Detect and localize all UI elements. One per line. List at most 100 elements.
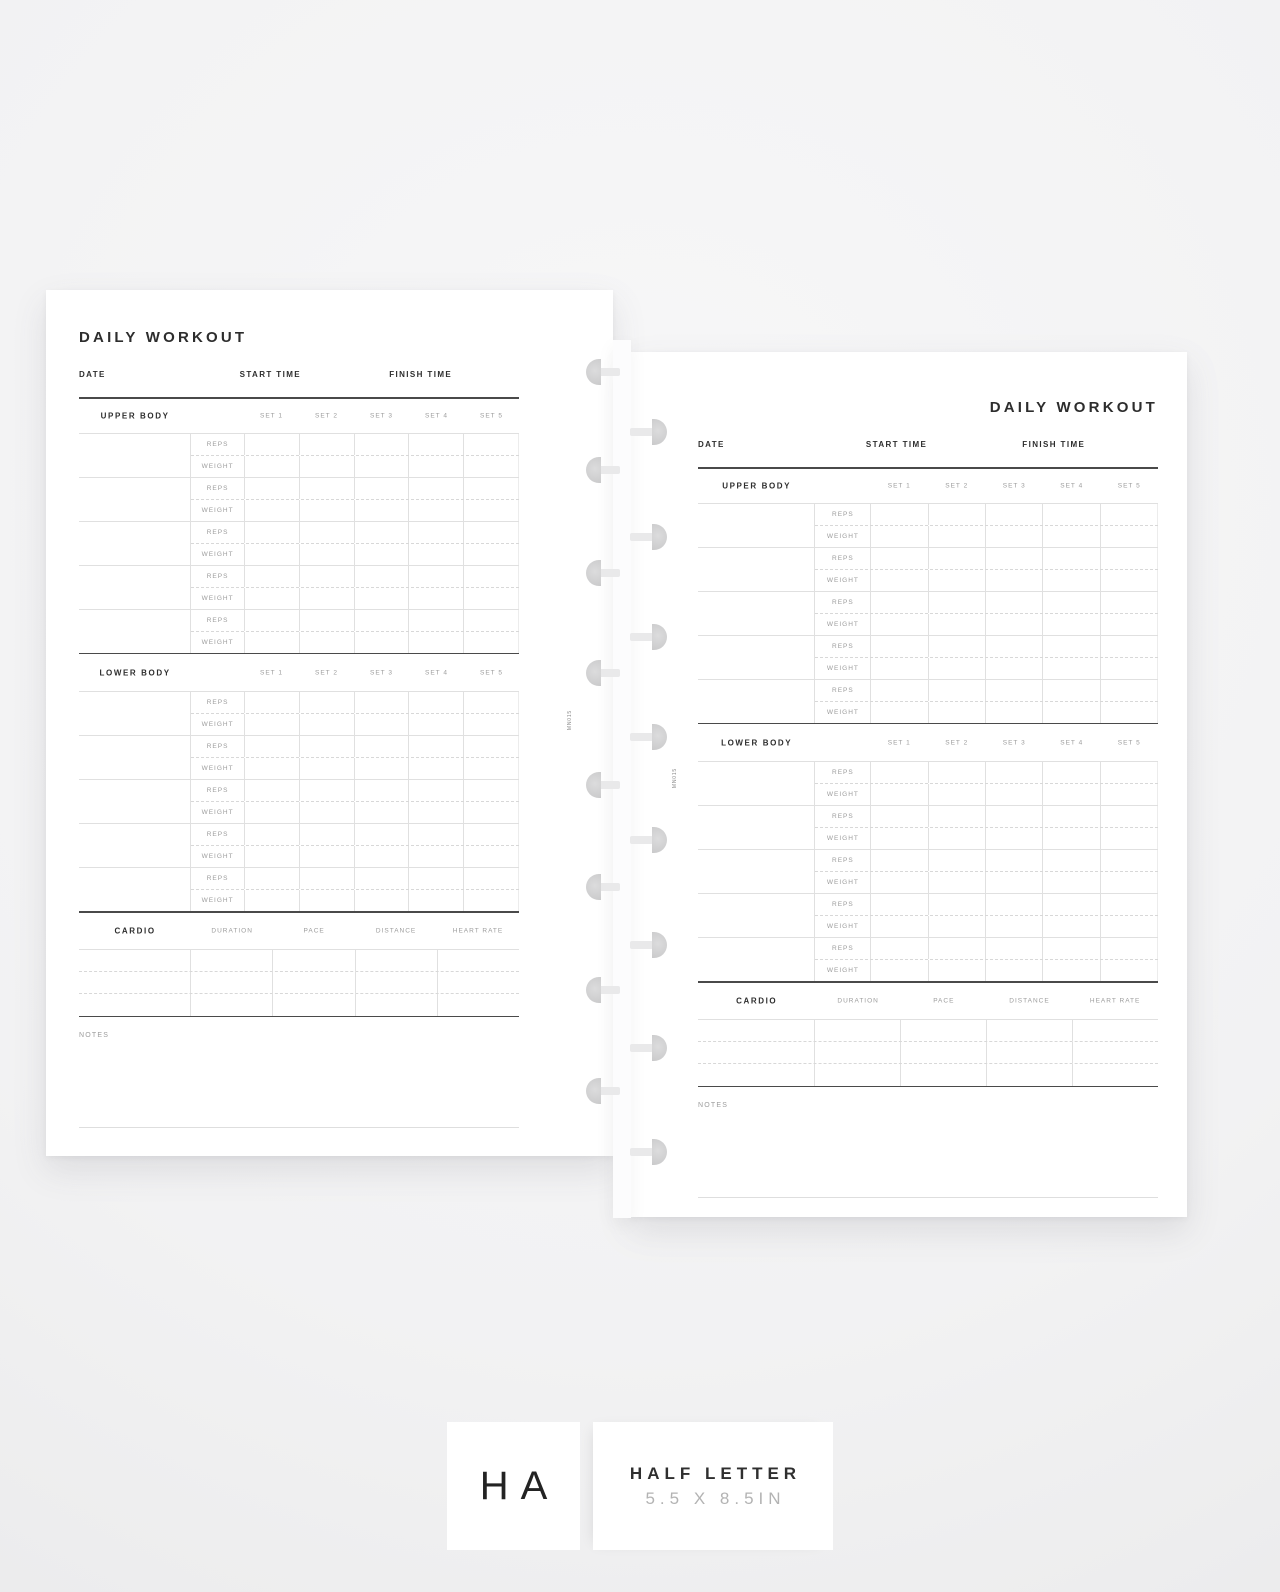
entry-cell	[353, 455, 409, 477]
entry-cell	[1099, 503, 1159, 525]
entry-cell	[353, 692, 409, 713]
product-code-label: HA	[479, 1464, 560, 1508]
grid-sub-row: REPS	[191, 521, 520, 544]
entry-cell	[243, 587, 299, 609]
entry-cell	[870, 894, 927, 915]
grid-sub-row: WEIGHT	[191, 499, 520, 521]
entry-cell	[243, 609, 299, 631]
entry-cell	[353, 846, 409, 867]
entry-cell	[463, 824, 520, 845]
entry-cell	[463, 890, 520, 911]
entry-cell	[815, 1063, 902, 1086]
grid-sub-row: WEIGHT	[815, 916, 1159, 937]
entry-cell	[353, 758, 409, 779]
entry-cell	[273, 949, 356, 971]
grid-sub-row: WEIGHT	[191, 802, 520, 823]
binder-disc	[630, 932, 667, 958]
cardio-column-header: PACE	[303, 927, 325, 934]
binder-disc	[586, 660, 620, 686]
exercise-row: REPS WEIGHT	[698, 894, 1159, 938]
entry-cell	[1042, 828, 1099, 849]
entry-cell	[1099, 784, 1159, 805]
section-label: LOWER BODY	[99, 668, 171, 677]
cardio-column-header: HEART RATE	[452, 927, 504, 934]
entry-cell	[1042, 635, 1099, 657]
entry-cell	[298, 587, 354, 609]
entry-cell	[870, 938, 927, 959]
row-label: REPS	[206, 616, 229, 624]
entry-cell	[298, 692, 354, 713]
set-column-header: SET 3	[370, 412, 393, 419]
upper-body-grid: REPS WEIGHT REPS WEIGHT REPS WEIGHT REPS WEIGHT…	[79, 432, 520, 653]
exercise-row: REPS WEIGHT	[79, 868, 520, 911]
entry-cell	[353, 587, 409, 609]
entry-cell	[298, 824, 354, 845]
set-header-row: SET 1 SET 2 SET 3 SET 4 SET 5	[244, 669, 519, 676]
entry-cell	[463, 543, 520, 565]
entry-cell	[927, 657, 985, 679]
entry-cell	[870, 525, 927, 547]
disc-stem	[599, 466, 620, 474]
grid-sub-row: WEIGHT	[191, 758, 520, 779]
entry-cell	[870, 872, 927, 893]
entry-cell	[927, 679, 985, 701]
binder-disc	[586, 1078, 620, 1104]
entry-cell	[353, 631, 409, 653]
exercise-name-cell	[79, 692, 192, 735]
entry-cell	[353, 780, 409, 801]
entry-cell	[273, 971, 356, 993]
exercise-name-cell	[698, 850, 816, 893]
entry-cell	[985, 569, 1042, 591]
entry-cell	[353, 477, 409, 499]
exercise-name-cell	[698, 894, 816, 937]
disc-cap	[652, 419, 667, 445]
grid-sub-row: REPS	[815, 894, 1159, 916]
entry-cell	[870, 591, 927, 613]
entry-cell	[298, 868, 354, 889]
entry-cell	[463, 455, 520, 477]
entry-cell	[353, 714, 409, 735]
entry-cell	[243, 543, 299, 565]
planner-page-back: DAILY WORKOUT DATE START TIME FINISH TIM…	[46, 290, 613, 1156]
entry-cell	[463, 477, 520, 499]
grid-sub-row: WEIGHT	[815, 657, 1159, 679]
entry-cell	[927, 960, 985, 981]
entry-cell	[298, 631, 354, 653]
grid-sub-row: REPS	[191, 433, 520, 456]
disc-cap	[652, 1139, 667, 1165]
disc-cap	[586, 457, 601, 483]
exercise-name-cell	[79, 565, 192, 609]
disc-cap	[652, 524, 667, 550]
divider	[79, 1015, 519, 1017]
disc-stem	[630, 1148, 653, 1156]
exercise-row: REPS WEIGHT	[79, 692, 520, 736]
entry-cell	[985, 525, 1042, 547]
upper-body-grid: REPS WEIGHT REPS WEIGHT REPS WEIGHT REPS WEIGHT…	[698, 502, 1159, 723]
entry-cell	[1099, 635, 1159, 657]
entry-cell	[353, 433, 409, 455]
cardio-name-cell	[79, 949, 192, 971]
entry-cell	[985, 872, 1042, 893]
page-title: DAILY WORKOUT	[989, 399, 1158, 416]
set-column-header: SET 5	[1117, 482, 1141, 489]
disc-stem	[599, 669, 620, 677]
entry-cell	[408, 477, 463, 499]
entry-cell	[870, 635, 927, 657]
entry-cell	[927, 894, 985, 915]
entry-cell	[870, 806, 927, 827]
entry-cell	[1099, 850, 1159, 871]
entry-cell	[408, 543, 463, 565]
entry-cell	[408, 609, 463, 631]
entry-cell	[870, 701, 927, 723]
exercise-name-cell	[79, 780, 192, 823]
entry-cell	[927, 547, 985, 569]
entry-cell	[1099, 938, 1159, 959]
entry-cell	[927, 872, 985, 893]
entry-cell	[1099, 828, 1159, 849]
entry-cell	[985, 806, 1042, 827]
entry-cell	[985, 613, 1042, 635]
notes-label: NOTES	[698, 1102, 729, 1109]
row-label: REPS	[832, 813, 854, 820]
divider	[79, 911, 519, 913]
binder-disc	[630, 1139, 667, 1165]
